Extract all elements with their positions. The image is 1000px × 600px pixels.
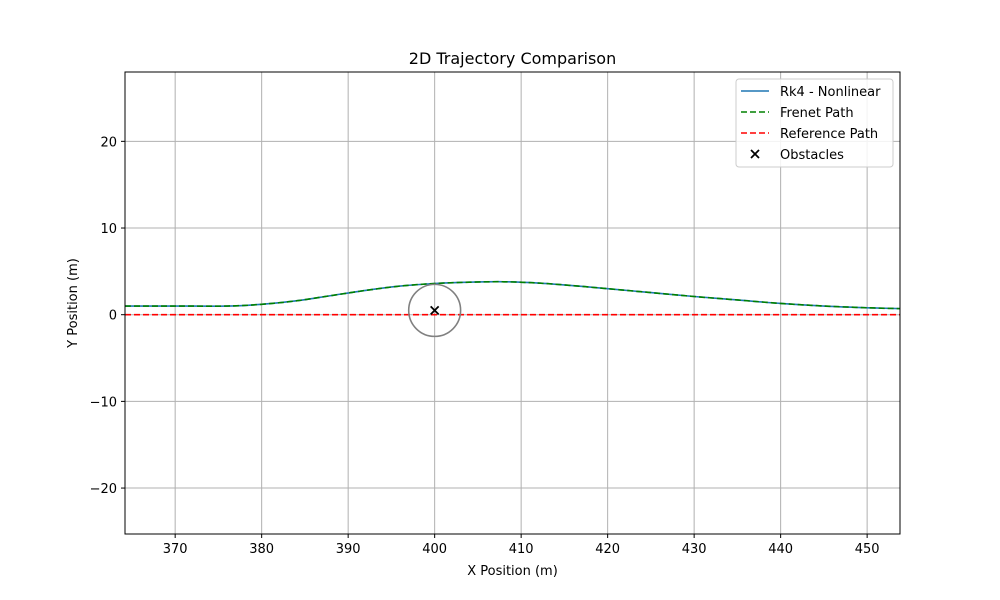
legend-swatch xyxy=(750,149,760,159)
y-tick-label: 10 xyxy=(100,222,117,237)
x-tick-label: 380 xyxy=(249,542,274,557)
chart-title: 2D Trajectory Comparison xyxy=(409,49,616,68)
legend-item: Rk4 - Nonlinear xyxy=(741,85,881,100)
x-tick-label: 370 xyxy=(163,542,188,557)
plot-frame xyxy=(124,71,901,535)
y-tick-label: 0 xyxy=(109,309,117,324)
axis-ticks: 370 380 390 400 410 420 430 440 450 −20 −10 0 10 20 xyxy=(90,135,880,557)
legend-frame xyxy=(735,78,894,168)
x-tick-label: 440 xyxy=(768,542,793,557)
x-axis-title: X Position (m) xyxy=(467,564,558,579)
legend-label: Frenet Path xyxy=(780,106,854,121)
y-tick-label: −10 xyxy=(90,395,117,410)
x-tick-label: 450 xyxy=(855,542,880,557)
legend: Rk4 - Nonlinear Frenet Path Reference Path… xyxy=(735,78,894,168)
x-tick-label: 400 xyxy=(422,542,447,557)
x-tick-label: 430 xyxy=(682,542,707,557)
y-tick-label: 20 xyxy=(100,135,117,150)
series-layer xyxy=(125,280,900,338)
legend-item: Obstacles xyxy=(750,148,844,163)
y-tick-label: −20 xyxy=(90,482,117,497)
legend-item: Frenet Path xyxy=(741,106,854,121)
legend-label: Obstacles xyxy=(780,148,844,163)
x-tick-label: 420 xyxy=(595,542,620,557)
y-axis-title: Y Position (m) xyxy=(66,258,81,349)
legend-label: Reference Path xyxy=(780,127,878,142)
obstacle-circle xyxy=(407,283,462,338)
frenet-path-line xyxy=(125,280,900,310)
obstacle-marker xyxy=(430,305,440,316)
x-tick-label: 410 xyxy=(509,542,534,557)
x-tick-label: 390 xyxy=(336,542,361,557)
legend-item: Reference Path xyxy=(741,127,878,142)
legend-label: Rk4 - Nonlinear xyxy=(780,85,881,100)
